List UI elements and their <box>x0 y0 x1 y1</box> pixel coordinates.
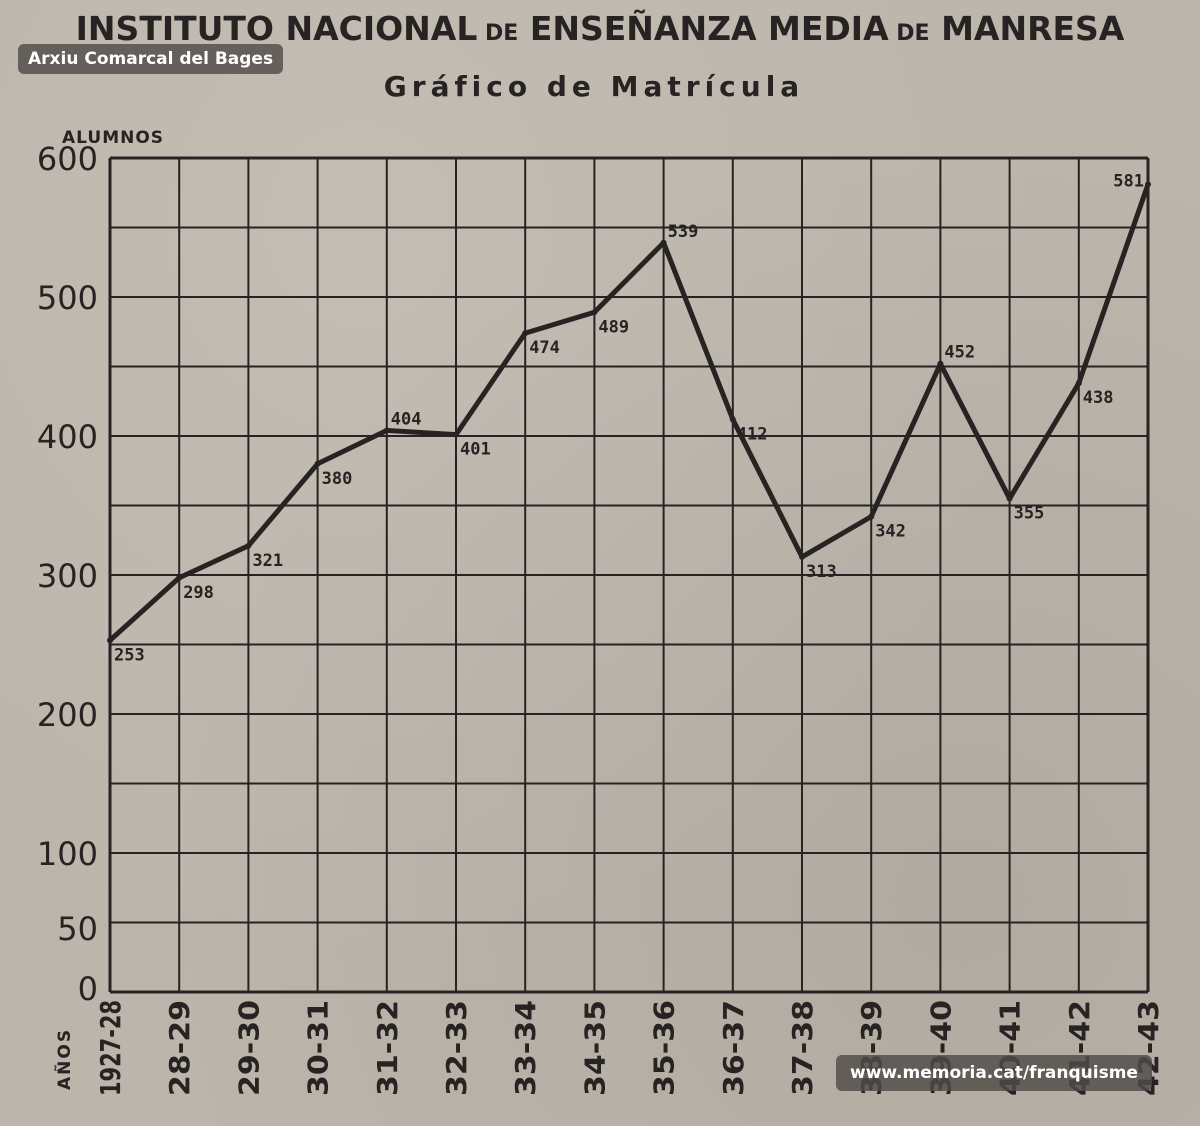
data-point <box>1075 380 1082 387</box>
y-tick-label: 200 <box>37 696 98 734</box>
y-tick-label: 500 <box>37 279 98 317</box>
x-axis-label: AÑOS <box>52 1028 75 1090</box>
chart-subtitle: Gráfico de Matrícula <box>384 70 804 103</box>
data-point <box>314 460 321 467</box>
x-tick-label: 28-29 <box>163 1000 196 1096</box>
x-tick-label: 29-30 <box>232 1000 265 1096</box>
chart-title-part: DE <box>889 21 930 46</box>
chart-title-part: ENSEÑANZA MEDIA <box>518 8 889 48</box>
data-label: 355 <box>1014 504 1045 524</box>
data-point <box>1145 181 1151 188</box>
data-label: 489 <box>598 317 629 337</box>
data-point <box>591 309 598 316</box>
chart-title: INSTITUTO NACIONAL DE ENSEÑANZA MEDIA DE… <box>76 8 1125 48</box>
x-tick-label: 31-32 <box>371 1000 404 1096</box>
y-tick-label: 50 <box>57 910 98 948</box>
url-watermark-badge: www.memoria.cat/franquisme <box>836 1055 1152 1091</box>
data-label: 404 <box>391 409 422 429</box>
x-tick-label: 33-34 <box>509 1000 542 1096</box>
data-label: 452 <box>944 343 975 363</box>
y-tick-label: 400 <box>37 418 98 456</box>
data-point <box>383 427 390 434</box>
y-axis-label: ALUMNOS <box>62 128 164 148</box>
series-line-layer <box>107 181 1151 644</box>
data-label: 581 <box>1113 171 1144 191</box>
x-tick-label: 34-35 <box>578 1000 611 1096</box>
x-tick-label: 37-38 <box>786 1000 819 1096</box>
x-tick-label: 35-36 <box>648 1000 681 1096</box>
data-point <box>245 542 252 549</box>
data-label: 401 <box>460 440 491 460</box>
data-point <box>176 574 183 581</box>
chart-title-part: INSTITUTO NACIONAL <box>76 9 478 48</box>
y-tick-label: 0 <box>78 970 98 1008</box>
grid <box>108 156 1150 994</box>
data-label: 412 <box>737 424 768 444</box>
y-tick-label: 100 <box>37 835 98 873</box>
data-point <box>522 330 529 337</box>
data-point <box>937 360 944 367</box>
data-point <box>107 637 113 644</box>
data-label: 313 <box>806 562 837 582</box>
data-point <box>1006 495 1013 502</box>
data-label: 298 <box>183 583 214 603</box>
data-label: 539 <box>668 222 699 242</box>
y-tick-label: 600 <box>37 140 98 178</box>
x-tick-label: 1927-28 <box>94 1000 127 1096</box>
data-point <box>660 239 667 246</box>
data-label: 438 <box>1083 388 1114 408</box>
data-point <box>799 553 805 560</box>
data-point <box>868 513 875 520</box>
data-point <box>453 431 459 438</box>
data-label: 380 <box>322 469 353 489</box>
data-label: 253 <box>114 645 145 665</box>
data-label: 321 <box>252 551 283 571</box>
x-tick-label: 36-37 <box>717 1000 750 1096</box>
chart-title-part: MANRESA <box>930 9 1125 48</box>
y-tick-label: 300 <box>37 557 98 595</box>
series-line <box>107 181 1151 643</box>
data-label-layer: 253 298 321 380 404 401 474 489 539 412 313 342 452 3… <box>114 171 1144 665</box>
x-tick-label: 30-31 <box>302 1000 335 1096</box>
data-label: 474 <box>529 338 560 358</box>
chart-title-part: DE <box>477 21 518 46</box>
x-tick-label: 32-33 <box>440 1000 473 1096</box>
archive-watermark-badge: Arxiu Comarcal del Bages <box>18 44 284 74</box>
data-label: 342 <box>875 522 906 542</box>
data-point <box>729 416 736 423</box>
axes: 0 50 100 200 300 400 500 600 1927-28 28-29 29-30 30… <box>37 140 1165 1096</box>
